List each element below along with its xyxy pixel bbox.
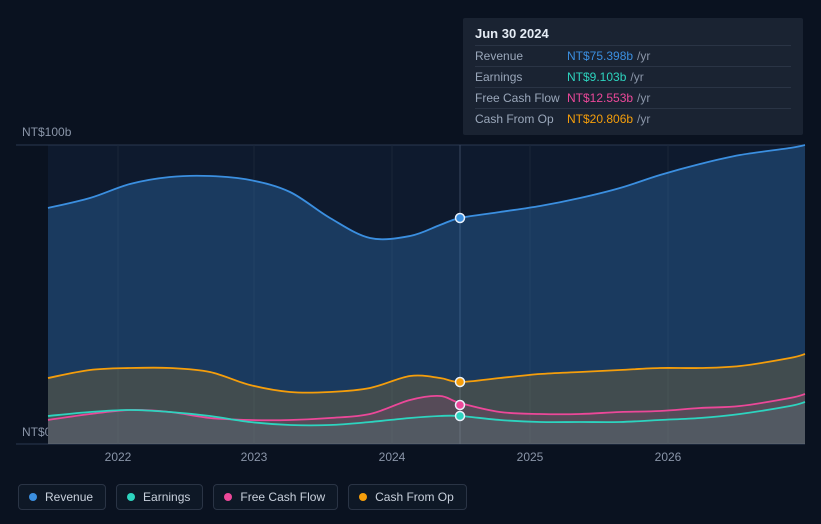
legend-dot-icon (359, 493, 367, 501)
tooltip-row-suffix: /yr (637, 112, 650, 126)
x-axis-label: 2022 (105, 450, 132, 464)
chart-legend: Revenue Earnings Free Cash Flow Cash From O… (18, 484, 467, 510)
tooltip-row: RevenueNT$75.398b/yr (475, 45, 791, 66)
tooltip-row-label: Earnings (475, 70, 567, 84)
legend-item-label: Free Cash Flow (240, 490, 325, 504)
tooltip-row-label: Revenue (475, 49, 567, 63)
legend-item-label: Earnings (143, 490, 190, 504)
tooltip-row: Free Cash FlowNT$12.553b/yr (475, 87, 791, 108)
tooltip-row-value: NT$20.806b (567, 112, 633, 126)
tooltip-row-value: NT$12.553b (567, 91, 633, 105)
legend-item-earnings[interactable]: Earnings (116, 484, 203, 510)
legend-item-cash-from-op[interactable]: Cash From Op (348, 484, 467, 510)
tooltip-row-label: Free Cash Flow (475, 91, 567, 105)
tooltip-row-suffix: /yr (637, 91, 650, 105)
legend-item-label: Revenue (45, 490, 93, 504)
legend-dot-icon (127, 493, 135, 501)
legend-dot-icon (29, 493, 37, 501)
x-axis-label: 2024 (379, 450, 406, 464)
data-tooltip: Jun 30 2024 RevenueNT$75.398b/yrEarnings… (463, 18, 803, 135)
tooltip-row-suffix: /yr (630, 70, 643, 84)
x-axis-label: 2026 (655, 450, 682, 464)
legend-dot-icon (224, 493, 232, 501)
tooltip-row-value: NT$75.398b (567, 49, 633, 63)
tooltip-row: Cash From OpNT$20.806b/yr (475, 108, 791, 129)
tooltip-row-suffix: /yr (637, 49, 650, 63)
x-axis-label: 2023 (241, 450, 268, 464)
tooltip-row-value: NT$9.103b (567, 70, 626, 84)
legend-item-free-cash-flow[interactable]: Free Cash Flow (213, 484, 338, 510)
tooltip-row: EarningsNT$9.103b/yr (475, 66, 791, 87)
tooltip-row-label: Cash From Op (475, 112, 567, 126)
legend-item-label: Cash From Op (375, 490, 454, 504)
legend-item-revenue[interactable]: Revenue (18, 484, 106, 510)
tooltip-date: Jun 30 2024 (475, 26, 791, 41)
x-axis-label: 2025 (517, 450, 544, 464)
